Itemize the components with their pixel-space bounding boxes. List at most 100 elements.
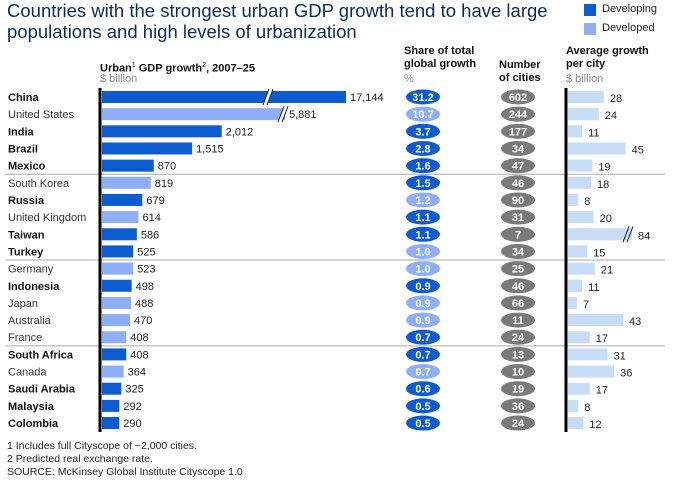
chart-title: Countries with the strongest urban GDP g… xyxy=(7,0,548,42)
footnote-ref: 1 xyxy=(131,62,136,69)
country-label: South Korea xyxy=(8,178,70,190)
axis-break-icon xyxy=(277,105,285,123)
cities-pill xyxy=(501,175,535,191)
cities-value-label: 602 xyxy=(509,92,527,104)
avg-value-label: 7 xyxy=(583,299,589,311)
avg-header-line2: per city xyxy=(566,58,606,70)
gdp-bar xyxy=(102,399,120,412)
cities-pill xyxy=(501,140,535,156)
gdp-value-label: 870 xyxy=(158,161,176,173)
cities-value-label: 177 xyxy=(509,126,527,138)
cities-pill xyxy=(501,346,535,362)
gdp-header-b: GDP growth xyxy=(135,62,203,75)
share-pill xyxy=(406,278,440,294)
avg-growth-bar xyxy=(568,331,590,344)
cities-pill xyxy=(501,312,535,328)
share-value-label: 1.0 xyxy=(415,264,430,276)
share-value-label: 0.9 xyxy=(415,315,430,327)
cities-value-label: 10 xyxy=(512,367,524,379)
cities-value-label: 244 xyxy=(509,109,528,121)
share-value-label: 1.5 xyxy=(415,178,430,190)
avg-growth-bar xyxy=(568,125,583,138)
avg-value-label: 8 xyxy=(584,402,590,414)
axis-break-icon xyxy=(622,226,630,243)
avg-growth-bar xyxy=(568,193,579,206)
avg-growth-bar xyxy=(568,91,604,103)
share-pill xyxy=(406,209,440,225)
avg-growth-bar xyxy=(568,142,626,155)
gdp-bar xyxy=(102,365,124,378)
share-pill xyxy=(406,158,440,174)
country-label: Brazil xyxy=(8,143,38,155)
share-pill xyxy=(406,243,440,259)
avg-growth-bar xyxy=(568,108,599,121)
avg-growth-bar xyxy=(568,365,615,378)
country-label: India xyxy=(8,126,35,138)
cities-pill xyxy=(501,261,535,277)
gdp-bar xyxy=(102,108,285,121)
share-value-label: 10.7 xyxy=(412,109,433,121)
gdp-bar xyxy=(102,176,151,189)
country-label: United States xyxy=(8,109,75,121)
share-value-label: 0.9 xyxy=(415,298,430,310)
share-value-label: 1.1 xyxy=(415,229,430,241)
share-value-label: 0.7 xyxy=(415,367,430,379)
axis-break-icon xyxy=(262,88,270,106)
share-value-label: 3.7 xyxy=(415,126,430,138)
avg-value-label: 19 xyxy=(598,162,610,174)
gdp-bar xyxy=(102,228,137,241)
share-pill xyxy=(406,106,440,122)
cities-value-label: 46 xyxy=(512,281,524,293)
gdp-bar xyxy=(102,125,222,138)
share-value-label: 1.0 xyxy=(415,246,430,258)
share-value-label: 1.1 xyxy=(415,212,430,224)
share-pill xyxy=(406,261,440,277)
cities-value-label: 19 xyxy=(512,384,524,396)
avg-growth-bar xyxy=(568,262,595,275)
gdp-header-a: Urban xyxy=(100,62,132,75)
cities-header-line1: Number xyxy=(499,59,541,71)
country-label: Germany xyxy=(8,264,54,276)
cities-value-label: 34 xyxy=(512,246,525,258)
avg-growth-bar xyxy=(568,279,583,292)
gdp-value-label: 364 xyxy=(128,367,146,379)
country-label: South Africa xyxy=(8,349,74,361)
share-value-label: 1.2 xyxy=(415,195,430,207)
share-pill xyxy=(406,123,440,139)
gdp-bar xyxy=(102,211,139,224)
gdp-bar xyxy=(102,91,346,103)
source-note: SOURCE: McKinsey Global Institute Citysc… xyxy=(7,466,243,478)
avg-value-label: 15 xyxy=(593,247,605,259)
cities-header: Number of cities xyxy=(499,59,541,85)
share-value-label: 2.8 xyxy=(415,143,430,155)
avg-value-label: 11 xyxy=(588,127,599,139)
cities-pill xyxy=(501,89,535,105)
cities-value-label: 31 xyxy=(512,212,524,224)
country-label: United Kingdom xyxy=(8,212,86,224)
share-pill xyxy=(406,140,440,156)
share-value-label: 1.6 xyxy=(415,161,430,173)
cities-pill xyxy=(501,192,535,208)
avg-value-label: 20 xyxy=(600,213,612,225)
share-pill xyxy=(406,89,440,105)
axis-break-icon xyxy=(266,88,274,106)
avg-header-line1: Average growth xyxy=(566,45,649,57)
share-header: Share of total global growth xyxy=(404,45,476,71)
cities-pill xyxy=(501,209,535,225)
cities-value-label: 13 xyxy=(512,349,524,361)
legend-swatch-developed xyxy=(584,23,596,35)
cities-value-label: 24 xyxy=(512,418,525,430)
avg-value-label: 31 xyxy=(614,350,626,362)
gdp-bar xyxy=(102,193,143,206)
avg-growth-bar xyxy=(568,382,590,395)
gdp-value-label: 2,012 xyxy=(226,126,254,138)
cities-value-label: 25 xyxy=(512,264,524,276)
share-pill xyxy=(406,312,440,328)
cities-value-label: 7 xyxy=(515,229,521,241)
cities-pill xyxy=(501,295,535,311)
country-label: Indonesia xyxy=(8,281,60,293)
footnote-1: 1 Includes full Cityscope of ~2,000 citi… xyxy=(7,440,197,452)
avg-growth-bar xyxy=(568,399,579,412)
gdp-bar xyxy=(102,279,132,292)
